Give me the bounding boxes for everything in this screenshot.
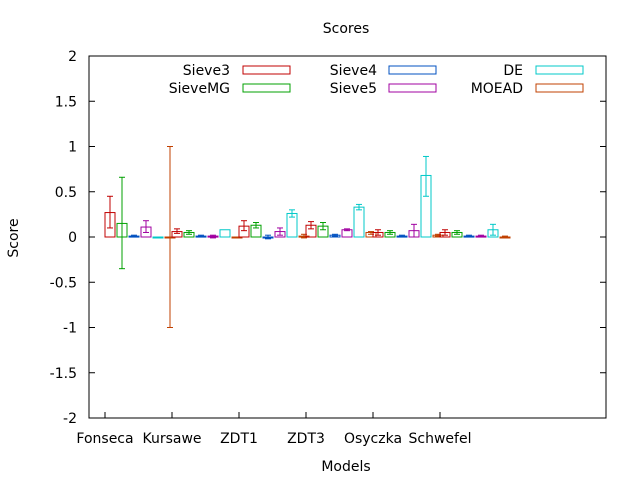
legend-label-sieve5: Sieve5 <box>330 81 377 97</box>
axes: -2 -1.5 -1 -0.5 0 0.5 1 1.5 2 Fonseca Kursawe ZDT1 Z… <box>50 49 606 447</box>
y-tick-label: -1.5 <box>50 366 77 382</box>
legend-swatch-moead <box>535 83 584 93</box>
x-tick-label: ZDT1 <box>220 431 258 447</box>
y-tick-label: -1 <box>63 321 77 337</box>
y-tick-label: 1 <box>68 140 77 156</box>
legend-label-sieve4: Sieve4 <box>330 63 377 79</box>
legend-swatch-sieve4 <box>388 65 437 75</box>
legend-label-de: DE <box>503 63 523 79</box>
y-tick-label: 1.5 <box>55 94 77 110</box>
x-tick-label: ZDT3 <box>287 431 325 447</box>
legend: Sieve3 SieveMG Sieve4 Sieve5 DE MOEAD <box>169 63 584 97</box>
x-axis-label: Models <box>321 459 370 475</box>
x-tick-label: Schwefel <box>409 431 472 447</box>
legend-swatch-sievemg <box>242 83 291 93</box>
y-tick-label: 0.5 <box>55 185 77 201</box>
legend-swatch-sieve5 <box>388 83 437 93</box>
x-tick-label: Osyczka <box>344 431 402 447</box>
legend-label-sieve3: Sieve3 <box>183 63 230 79</box>
x-tick-label: Fonseca <box>76 431 133 447</box>
y-axis-label: Score <box>6 218 22 257</box>
y-tick-label: -0.5 <box>50 275 77 291</box>
y-tick-label: 0 <box>68 230 77 246</box>
bar-de <box>152 236 164 239</box>
legend-swatch-de <box>535 65 584 75</box>
bar-de <box>353 206 365 238</box>
y-tick-label: 2 <box>68 49 77 65</box>
legend-label-sievemg: SieveMG <box>169 81 230 97</box>
bar-moead <box>231 236 243 239</box>
chart-title: Scores <box>323 21 370 37</box>
bars <box>104 146 511 328</box>
legend-swatch-sieve3 <box>242 65 291 75</box>
x-tick-label: Kursawe <box>142 431 201 447</box>
legend-label-moead: MOEAD <box>471 81 523 97</box>
bar-de <box>219 229 231 238</box>
y-tick-label: -2 <box>63 411 77 427</box>
